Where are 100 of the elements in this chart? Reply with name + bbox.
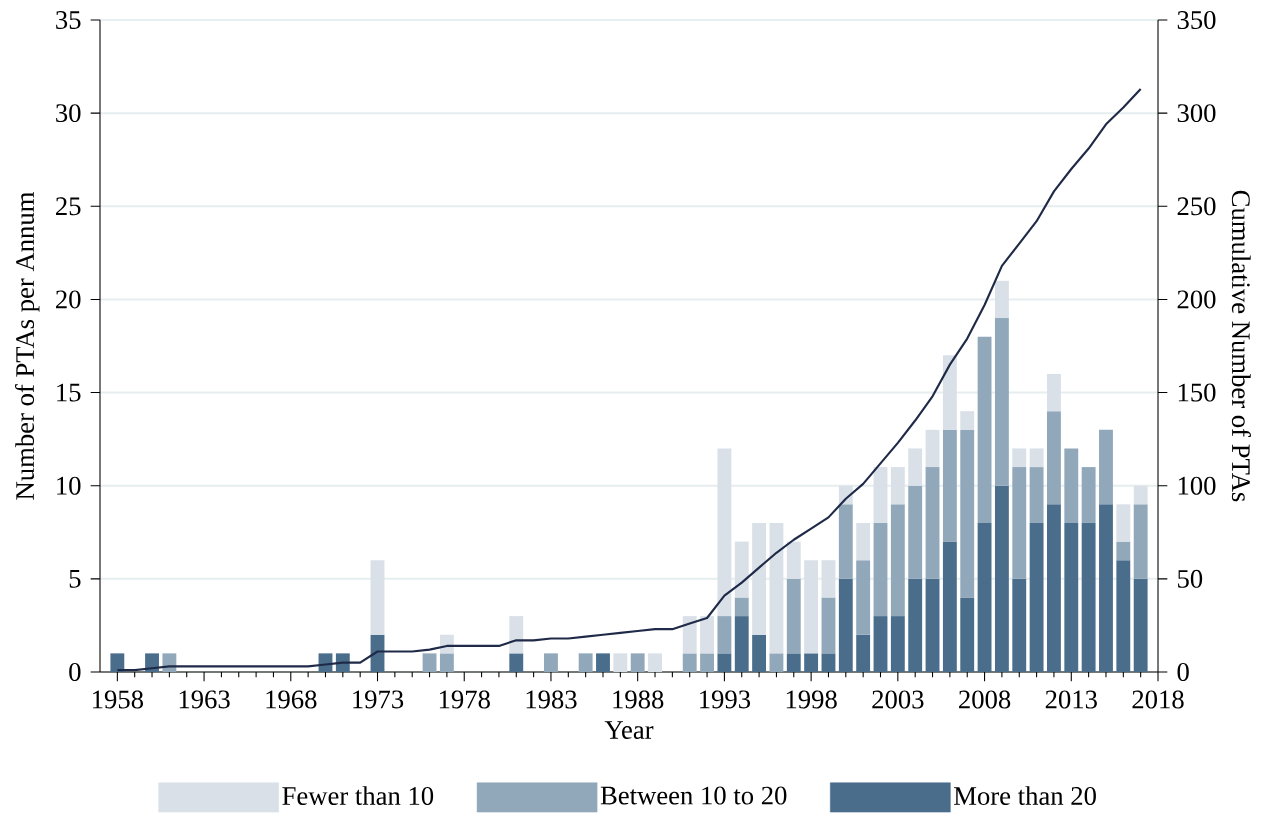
bar — [856, 634, 871, 672]
bar — [1116, 560, 1131, 672]
bar — [1116, 541, 1131, 561]
bar — [1133, 485, 1148, 505]
bar — [700, 653, 714, 672]
bar — [994, 485, 1009, 672]
y-tick-label: 10 — [57, 476, 81, 495]
bar — [960, 597, 975, 672]
bar — [1012, 578, 1027, 672]
bar — [648, 653, 662, 672]
bar — [804, 560, 819, 654]
bar — [856, 560, 871, 635]
bar — [1133, 504, 1148, 579]
bar — [856, 522, 871, 561]
bar — [700, 616, 714, 654]
y2-tick-label: 200 — [1177, 290, 1216, 309]
bar — [769, 522, 784, 654]
x-tick-label: 2003 — [872, 690, 924, 709]
y2-tick-label: 350 — [1177, 10, 1216, 29]
y-tick-label: 15 — [57, 383, 81, 402]
bar — [734, 541, 749, 598]
bar — [769, 653, 784, 672]
bar — [370, 560, 385, 635]
bar — [1116, 504, 1131, 542]
y2-tick-label: 150 — [1178, 383, 1216, 402]
bar — [717, 653, 732, 672]
bar — [908, 448, 923, 486]
bar — [960, 429, 975, 598]
legend-label: Between 10 to 20 — [600, 786, 787, 805]
bar — [509, 616, 524, 654]
bar — [1099, 504, 1113, 672]
bar — [786, 578, 801, 654]
bar — [1064, 448, 1079, 523]
x-tick-label: 1968 — [266, 690, 317, 709]
x-axis-title: Year — [604, 721, 654, 739]
y-tick-label: 35 — [56, 11, 81, 29]
bar — [1064, 522, 1079, 672]
bar — [786, 541, 801, 579]
bar — [942, 429, 957, 542]
bar — [838, 578, 853, 672]
bar — [1047, 504, 1061, 672]
bar — [977, 336, 992, 523]
bar — [890, 504, 905, 617]
bar — [682, 653, 697, 672]
bar — [1081, 522, 1096, 672]
y2-tick-label: 250 — [1177, 197, 1216, 216]
bar — [960, 411, 975, 430]
bar — [734, 616, 749, 672]
y-tick-label: 30 — [56, 104, 81, 123]
bar — [630, 653, 645, 672]
bar — [422, 653, 437, 672]
bar — [110, 653, 125, 672]
bar — [925, 467, 940, 579]
bar — [1047, 373, 1061, 412]
x-tick-label: 1978 — [439, 690, 490, 709]
x-tick-label: 2008 — [959, 690, 1011, 709]
bar — [752, 634, 767, 672]
bar — [821, 653, 836, 672]
x-tick-label: 1998 — [786, 690, 837, 709]
x-tick-label: 1963 — [179, 690, 230, 709]
bar — [1133, 578, 1148, 672]
bar — [873, 522, 888, 617]
legend-label: Fewer than 10 — [282, 786, 434, 805]
bar — [942, 355, 957, 430]
bar — [613, 653, 628, 672]
y2-axis-title: Cumulative Number of PTAs — [1231, 190, 1251, 502]
bar — [734, 597, 749, 617]
y2-tick-label: 100 — [1178, 476, 1216, 495]
bar — [1012, 467, 1027, 579]
y2-tick-label: 0 — [1177, 663, 1189, 681]
bar — [821, 597, 836, 654]
y-tick-label: 5 — [69, 569, 81, 588]
bar — [908, 578, 923, 672]
bar — [925, 578, 940, 672]
bar — [994, 280, 1009, 319]
bar — [908, 485, 923, 579]
bar — [544, 653, 558, 672]
y-tick-label: 0 — [69, 663, 81, 681]
bar — [717, 448, 732, 617]
x-tick-label: 2013 — [1045, 690, 1097, 709]
bar — [1081, 467, 1096, 523]
bar — [1047, 411, 1061, 505]
bar — [1099, 429, 1113, 505]
y2-tick-label: 50 — [1178, 569, 1203, 588]
bar — [994, 318, 1009, 486]
bar — [890, 467, 905, 505]
bar — [873, 616, 888, 672]
bar — [596, 653, 610, 672]
bar — [1029, 522, 1044, 672]
bar — [682, 616, 697, 654]
x-tick-label: 1973 — [353, 690, 404, 709]
bar — [873, 467, 888, 523]
y-tick-label: 25 — [56, 197, 81, 216]
x-tick-label: 1983 — [526, 690, 577, 709]
bar — [821, 560, 836, 598]
bar — [578, 653, 593, 672]
bar — [977, 522, 992, 672]
bar — [1029, 448, 1044, 468]
x-tick-label: 1958 — [93, 690, 143, 709]
bar — [942, 541, 957, 672]
